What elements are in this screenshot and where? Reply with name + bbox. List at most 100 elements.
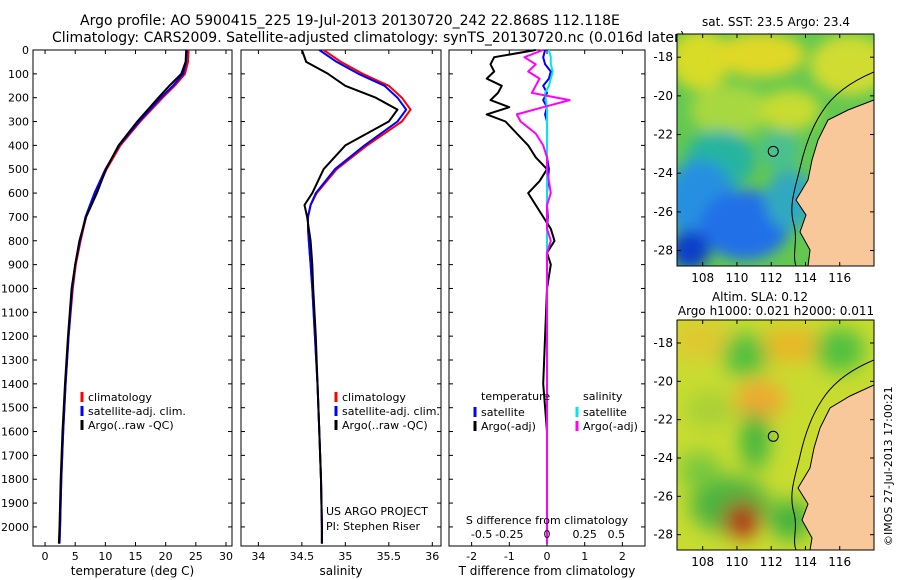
salinity-xtick-label: 34.5 <box>290 550 315 563</box>
temperature-series-line <box>58 49 190 544</box>
diff-legend-label: Argo(-adj) <box>481 420 536 433</box>
temperature-series-line <box>58 49 188 544</box>
sla-isobath <box>791 359 874 550</box>
salinity-xtick-label: 36 <box>425 550 439 563</box>
salinity-diff-tick-label: -0.5 <box>471 528 492 541</box>
depth-tick-label: 1100 <box>1 306 29 319</box>
difference-xlabel: T difference from climatology <box>458 564 636 578</box>
sla_map-lat-label: -20 <box>653 374 673 388</box>
depth-tick-label: 400 <box>8 139 29 152</box>
depth-tick-label: 700 <box>8 211 29 224</box>
depth-tick-label: 1900 <box>1 497 29 510</box>
salinity-xlabel: salinity <box>319 564 362 578</box>
salinity-series-line <box>307 49 408 544</box>
sla_map-lon-label: 108 <box>691 555 714 569</box>
salinity-legend-label: climatology <box>342 391 406 404</box>
depth-tick-label: 1500 <box>1 402 29 415</box>
depth-tick-label: 800 <box>8 235 29 248</box>
legend-temperature-title: temperature <box>481 390 550 403</box>
sst-land <box>796 34 874 266</box>
salinity-legend-label: satellite-adj. clim. <box>342 405 440 418</box>
depth-tick-label: 1600 <box>1 426 29 439</box>
depth-tick-label: 600 <box>8 187 29 200</box>
salinity-xtick-label: 34 <box>251 550 265 563</box>
temperature-legend-label: Argo(..raw -QC) <box>88 419 174 432</box>
sst-coastline <box>795 99 874 266</box>
depth-tick-label: 900 <box>8 259 29 272</box>
temperature-xtick-label: 20 <box>159 550 173 563</box>
temperature-xtick-label: 30 <box>219 550 233 563</box>
salinity-legend-label: Argo(..raw -QC) <box>342 419 428 432</box>
temperature-frame <box>32 49 233 547</box>
sla_map-lat-label: -22 <box>653 413 673 427</box>
temperature-legend-label: satellite-adj. clim. <box>88 405 186 418</box>
sla_map-lon-label: 112 <box>760 555 783 569</box>
sla_map-lat-label: -18 <box>653 336 673 350</box>
sla-map: Altim. SLA: 0.12 Argo h1000: 0.021 h2000… <box>653 290 875 569</box>
sla-map-title: Altim. SLA: 0.12 <box>712 290 808 304</box>
sst_map-lat-label: -26 <box>653 205 673 219</box>
sla-float-marker <box>767 430 779 442</box>
difference-xlabel-top: S difference from climatology <box>466 514 629 527</box>
sst_map-lat-label: -24 <box>653 166 673 180</box>
salinity-series-line <box>300 49 399 544</box>
sla-map-axes: 108 110 112 114 116 -18 -20 -22 -24 -26 -28 <box>653 320 874 569</box>
diff-legend-label: satellite <box>583 406 627 419</box>
diff-legend-label: satellite <box>481 406 525 419</box>
difference-panel: -2 -1 0 1 2T difference from climatology temp… <box>448 49 646 578</box>
sla_map-lon-label: 110 <box>726 555 749 569</box>
depth-tick-label: 100 <box>8 68 29 81</box>
sst_map-lat-label: -20 <box>653 89 673 103</box>
temperature-xtick-label: 15 <box>129 550 143 563</box>
difference-xtick-label: 1 <box>581 550 588 563</box>
sst_map-lon-label: 114 <box>794 271 817 285</box>
sst-float-marker <box>767 145 779 157</box>
sla_map-lon-label: 114 <box>794 555 817 569</box>
sst_map-lon-label: 110 <box>726 271 749 285</box>
sst_map-lon-label: 112 <box>760 271 783 285</box>
difference-xtick-label: -1 <box>504 550 515 563</box>
sst-map: sat. SST: 23.5 Argo: 23.4 108 110 112 114 11 <box>653 15 875 285</box>
diff-legend-label: Argo(-adj) <box>583 420 638 433</box>
difference-xtick-label: -2 <box>466 550 477 563</box>
header-line-2: Climatology: CARS2009. Satellite-adjuste… <box>52 30 685 46</box>
temperature-xtick-label: 10 <box>98 550 112 563</box>
salinity-panel: 34 34.5 35 35.5 36 salinity climatologysatelli… <box>240 49 442 578</box>
sla-field <box>677 320 865 540</box>
salinity-frame <box>240 49 442 547</box>
depth-tick-label: 1200 <box>1 330 29 343</box>
salinity-xtick-label: 35.5 <box>377 550 402 563</box>
header-line-1: Argo profile: AO 5900415_225 19-Jul-2013… <box>80 13 620 29</box>
depth-tick-label: 1800 <box>1 473 29 486</box>
sst-map-axes: 108 110 112 114 116 -18 -20 -22 -24 -26 -28 <box>653 34 874 285</box>
project-annotation: US ARGO PROJECT <box>326 505 428 518</box>
temperature-panel: 0100200300400500600700800900100011001200… <box>1 44 233 578</box>
pi-annotation: PI: Stephen Riser <box>326 520 421 533</box>
temperature-xtick-label: 25 <box>189 550 203 563</box>
salinity-diff-tick-label: -0.25 <box>495 528 523 541</box>
sst_map-lon-label: 108 <box>691 271 714 285</box>
sst-map-title: sat. SST: 23.5 Argo: 23.4 <box>702 15 850 29</box>
sla-coastline <box>797 384 874 550</box>
temperature-xtick-label: 5 <box>72 550 79 563</box>
depth-tick-label: 200 <box>8 92 29 105</box>
temperature-xlabel: temperature (deg C) <box>71 564 194 578</box>
depth-tick-label: 500 <box>8 163 29 176</box>
sla_map-lat-label: -26 <box>653 489 673 503</box>
depth-tick-label: 1700 <box>1 449 29 462</box>
temperature-legend-label: climatology <box>88 391 152 404</box>
depth-tick-label: 1400 <box>1 378 29 391</box>
temperature-xtick-label: 0 <box>42 550 49 563</box>
difference-xtick-label: 0 <box>544 550 551 563</box>
temperature-series-line <box>57 49 188 544</box>
depth-tick-label: 300 <box>8 116 29 129</box>
sst-isobath <box>791 71 874 266</box>
difference-series-line <box>515 49 571 544</box>
sst_map-lon-label: 116 <box>828 271 851 285</box>
salinity-xtick-label: 35 <box>338 550 352 563</box>
depth-tick-label: 1300 <box>1 354 29 367</box>
imos-timestamp: ©IMOS 27-Jul-2013 17:00:21 <box>882 386 895 546</box>
sla_map-lon-label: 116 <box>828 555 851 569</box>
legend-salinity-title: salinity <box>583 390 623 403</box>
